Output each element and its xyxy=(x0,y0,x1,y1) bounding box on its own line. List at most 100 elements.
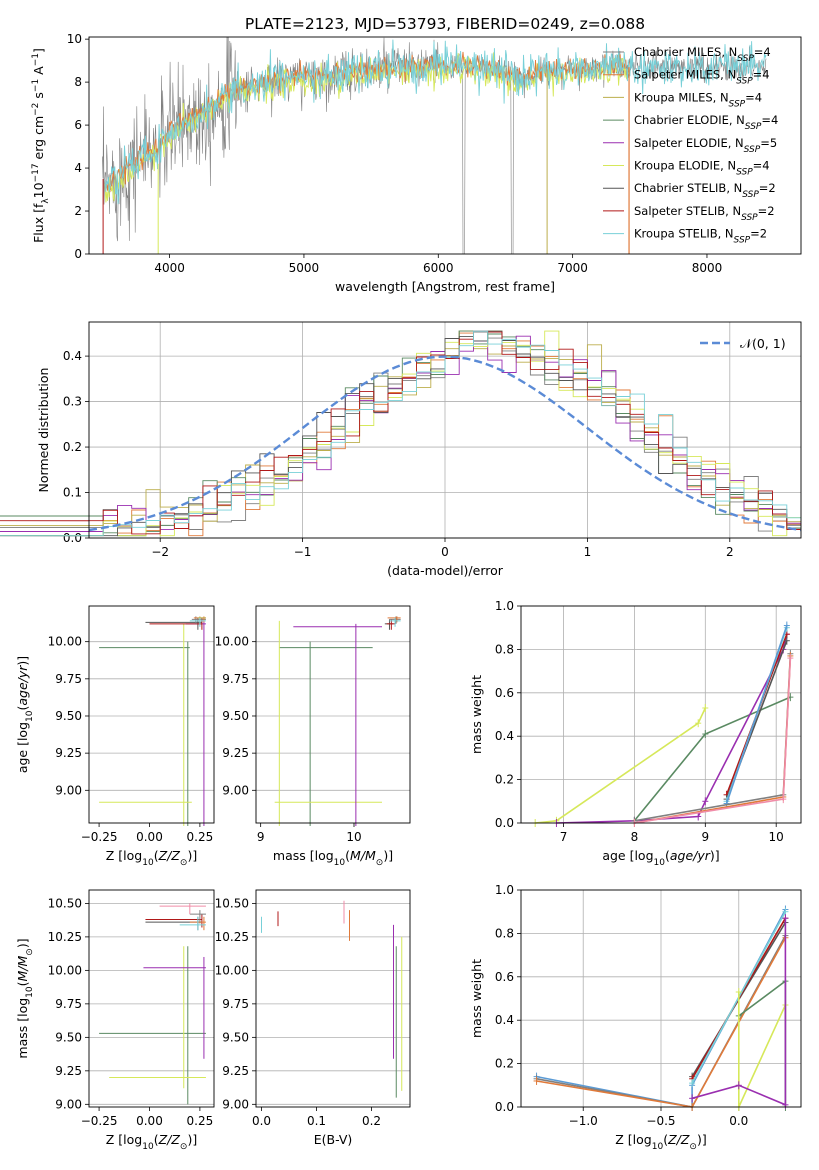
mass-vs-EBV-panel: 0.0 0.1 0.2 9.00 9.25 9.50 9.75 10.00 10.25 10.50… xyxy=(215,889,411,1147)
y-tick-label: 9.75 xyxy=(222,672,249,686)
y-tick-label: 10.50 xyxy=(48,896,82,910)
axes-frame xyxy=(88,36,802,255)
legend-label: Chabrier STELIB, NSSP=2 xyxy=(634,181,776,200)
y-axis-label-part: mass [log xyxy=(15,998,30,1059)
y-tick-label: 10.25 xyxy=(215,930,249,944)
y-tick-label: 0.4 xyxy=(495,729,514,743)
legend-label: Chabrier ELODIE, NSSP=4 xyxy=(634,113,778,132)
axes-frame xyxy=(88,321,802,539)
legend-sub: SSP xyxy=(737,54,754,64)
y-axis-label-part: 10 xyxy=(25,710,35,722)
y-tick-label: 9.25 xyxy=(222,746,249,760)
y-tick-label: 0.1 xyxy=(63,486,82,500)
y-tick-label: 0.3 xyxy=(63,395,82,409)
x-axis-label-part: ( xyxy=(663,1132,668,1147)
y-axis-label: mass [log10(M/M⊙)] xyxy=(15,938,35,1058)
x-axis-label-part: ( xyxy=(345,848,350,863)
legend-sub: SSP xyxy=(742,190,759,200)
legend-text: Chabrier ELODIE, N xyxy=(634,113,745,127)
residual-histogram xyxy=(0,330,801,527)
y-axis-label-part: −17 xyxy=(31,163,41,182)
y-tick-label: 0.4 xyxy=(63,349,82,363)
x-axis-label: wavelength [Angstrom, rest frame] xyxy=(335,279,555,294)
y-axis-label-part: M/M xyxy=(15,955,30,981)
legend-text: =4 xyxy=(745,90,762,104)
x-axis-label: (data-model)/error xyxy=(387,563,504,578)
y-tick-label: 10.00 xyxy=(215,963,249,977)
mass-vs-Z-panel: −0.25 0.00 0.25 9.00 9.25 9.50 9.75 10.00 10.25 1… xyxy=(15,889,215,1152)
y-tick-label: 9.00 xyxy=(55,783,82,797)
y-tick-label: 10 xyxy=(67,32,82,46)
y-tick-label: 0 xyxy=(74,247,82,261)
axes-frame xyxy=(255,889,411,1108)
y-tick-label: 8 xyxy=(74,75,82,89)
x-tick-label: −0.25 xyxy=(81,830,118,844)
y-axis-label-part: ⊙ xyxy=(25,948,35,956)
y-tick-label: 9.00 xyxy=(222,1097,249,1111)
legend-text: =5 xyxy=(760,136,777,150)
legend-text: =4 xyxy=(753,68,770,82)
y-tick-label: 9.75 xyxy=(55,672,82,686)
x-axis-label-part: )] xyxy=(383,848,393,863)
axes-frame xyxy=(88,605,215,824)
y-tick-label: 6 xyxy=(74,118,82,132)
weight-series-line xyxy=(691,918,787,1107)
legend-sub: SSP xyxy=(744,145,761,155)
legend-label: 𝒩(0, 1) xyxy=(740,336,786,351)
y-axis-label-part: )] xyxy=(15,656,30,666)
y-tick-label: 0.6 xyxy=(495,686,514,700)
y-axis-label-part: −2 xyxy=(31,103,41,116)
x-axis-label-part: mass [log xyxy=(273,848,334,863)
legend-text: Salpeter MILES, N xyxy=(634,68,736,82)
x-axis-label: age [log10(age/yr)] xyxy=(602,848,719,868)
y-tick-label: 9.50 xyxy=(222,1030,249,1044)
x-axis-label-part: age [log xyxy=(602,848,653,863)
y-tick-label: 9.25 xyxy=(222,1064,249,1078)
residual-histogram xyxy=(0,335,801,533)
x-tick-label: −1.0 xyxy=(569,1114,598,1128)
legend-text: =2 xyxy=(759,181,776,195)
spectrum-lines xyxy=(102,37,767,254)
y-axis-label: age [log10(age/yr)] xyxy=(15,656,35,773)
residual-histogram xyxy=(0,330,801,535)
y-tick-label: 0.8 xyxy=(495,642,514,656)
y-tick-label: 2 xyxy=(74,204,82,218)
y-tick-label: 0.6 xyxy=(495,970,514,984)
x-tick-label: 6000 xyxy=(423,261,454,275)
legend-text: =4 xyxy=(753,159,770,173)
x-axis-label-part: 10 xyxy=(142,858,154,868)
y-axis-label-part: mass weight xyxy=(469,959,484,1038)
legend-label: Kroupa ELODIE, NSSP=4 xyxy=(634,159,770,178)
legend-text: Kroupa ELODIE, N xyxy=(634,159,736,173)
y-axis-label-part: s xyxy=(31,92,46,103)
x-axis-label-part: )] xyxy=(187,1132,197,1147)
y-axis-label-part: ( xyxy=(15,706,30,711)
x-tick-label: 0.1 xyxy=(307,1114,326,1128)
x-axis-label-part: Z/Z xyxy=(667,1132,690,1147)
y-axis-label-part: )] xyxy=(15,938,30,948)
spectrum-panel: 4000 5000 6000 7000 8000 0 2 4 6 8 10 Chabrier MILE… xyxy=(31,32,802,294)
y-axis-label: Flux [fλ10−17 erg cm−2 s−1 A−1] xyxy=(31,48,51,243)
x-tick-label: 4000 xyxy=(154,261,185,275)
x-tick-label: 9 xyxy=(701,830,709,844)
y-axis-label-part: ( xyxy=(15,981,30,986)
x-tick-label: 9 xyxy=(257,830,265,844)
y-tick-label: 9.00 xyxy=(222,783,249,797)
weight-series-line xyxy=(634,653,792,822)
x-axis-label-part: ⊙ xyxy=(180,858,188,868)
legend-sub: SSP xyxy=(736,77,753,87)
x-axis-label-part: E(B-V) xyxy=(314,1132,353,1147)
weight-series-line xyxy=(535,707,707,824)
x-tick-label: 7 xyxy=(560,830,568,844)
legend-label: Salpeter STELIB, NSSP=2 xyxy=(634,204,775,223)
x-axis-label: Z [log10(Z/Z⊙)] xyxy=(615,1132,706,1152)
x-axis-label-part: ( xyxy=(665,848,670,863)
x-axis-label-part: )] xyxy=(697,1132,707,1147)
x-tick-label: 0.25 xyxy=(187,1114,214,1128)
x-axis-label-part: wavelength [Angstrom, rest frame] xyxy=(335,279,555,294)
y-tick-label: 9.75 xyxy=(55,997,82,1011)
y-axis-label: mass weight xyxy=(469,675,484,754)
x-tick-label: 0 xyxy=(441,545,449,559)
y-axis-label-part: −1 xyxy=(31,79,41,92)
